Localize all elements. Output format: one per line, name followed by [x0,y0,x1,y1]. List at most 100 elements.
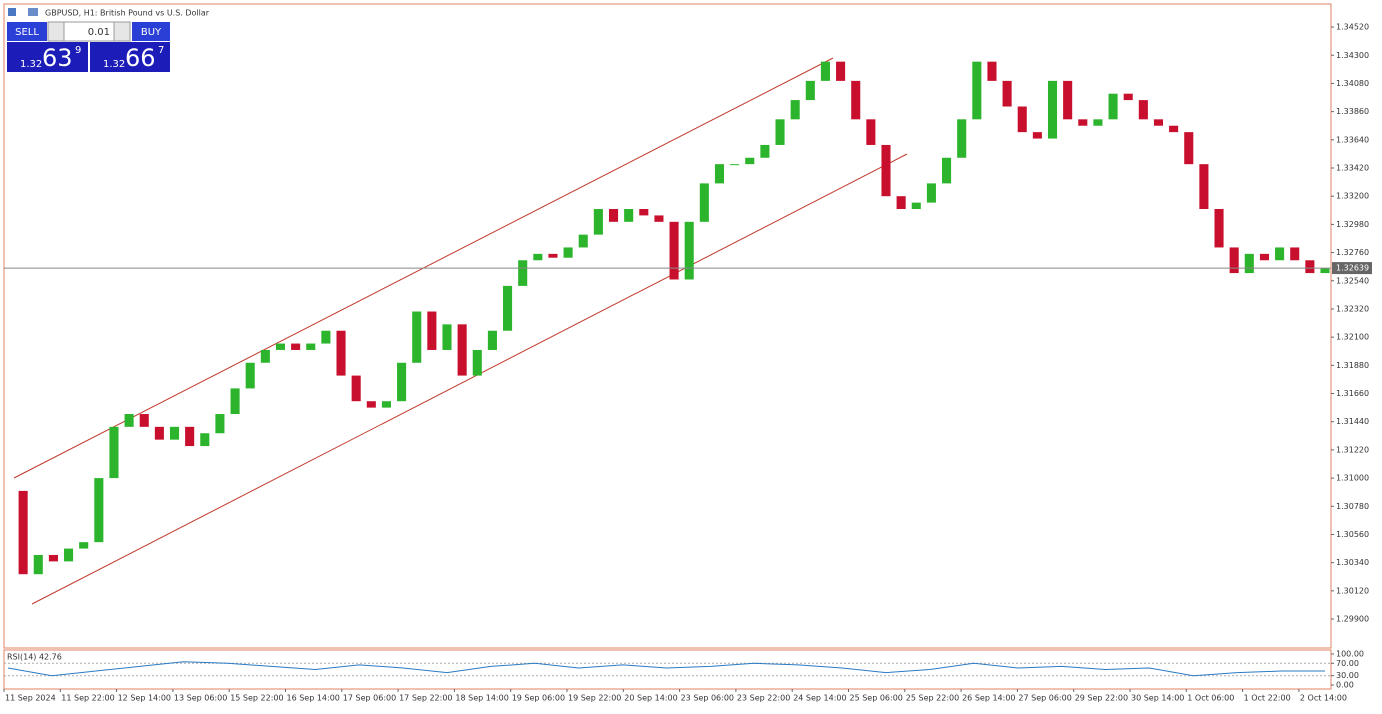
y-tick-label: 30.00 [1336,671,1359,680]
y-tick-label: 1.30340 [1336,558,1369,567]
candle [1244,253,1254,274]
candle [714,164,725,184]
candle [366,401,376,408]
candle [1199,164,1209,210]
y-tick-label: 1.32760 [1336,248,1369,257]
candle [94,478,104,543]
x-tick-label: 15 Sep 22:00 [230,694,283,703]
buy-price-box[interactable] [90,42,170,72]
candle [1047,80,1058,139]
lot-down[interactable] [47,21,65,42]
rsi-line [7,661,1325,677]
candle [790,100,800,120]
buy-label[interactable]: BUY [141,27,162,38]
y-tick-label: 1.33640 [1336,135,1369,144]
y-tick-label: 1.29900 [1336,615,1369,624]
candle [745,157,755,165]
candle [1320,267,1330,274]
candle [624,209,634,222]
candle [1214,209,1224,248]
candle [321,330,331,344]
y-tick-label: 1.34080 [1336,79,1369,88]
candle [230,388,240,415]
x-tick-label: 19 Sep 22:00 [568,694,621,703]
candle [866,119,876,145]
x-tick-label: 27 Sep 06:00 [1018,694,1071,703]
candle [351,375,361,402]
x-tick-label: 1 Oct 22:00 [1244,694,1291,703]
candle [730,164,740,166]
candle [275,343,286,350]
candle [1108,93,1118,120]
candle [669,221,679,280]
candle [33,554,43,575]
chart-title: GBPUSD, H1: British Pound vs U.S. Dollar [45,9,210,18]
channel-lower [31,153,908,605]
candle [1123,93,1133,101]
y-tick-label: 0.00 [1336,681,1354,690]
y-tick-label: 1.32540 [1336,276,1369,285]
y-tick-label: 1.33420 [1336,164,1369,173]
candle [472,349,482,376]
candle [911,202,921,210]
lot-value[interactable]: 0.01 [88,27,110,38]
x-tick-label: 23 Sep 06:00 [681,694,734,703]
y-tick-label: 1.32100 [1336,333,1369,342]
lot-up[interactable] [113,21,131,42]
y-tick-label: 1.33860 [1336,107,1369,116]
candle [336,330,346,376]
candle [291,343,301,350]
candle [805,80,815,101]
x-tick-label: 2 Oct 14:00 [1300,694,1347,703]
buy-pips: 66 [125,44,156,72]
candle [1017,106,1027,133]
candle [109,426,119,479]
x-tick-label: 17 Sep 06:00 [343,694,396,703]
candle [1305,260,1315,274]
candle [18,490,28,575]
y-tick-label: 1.31000 [1336,474,1369,483]
candle [169,426,180,440]
x-tick-label: 29 Sep 22:00 [1075,694,1128,703]
candle [518,260,528,286]
candle [1229,247,1239,274]
main-pane [3,3,1332,649]
sell-pips: 63 [42,44,73,72]
candle [775,119,785,145]
candle [533,253,543,261]
candle [215,414,225,434]
candle [896,196,906,210]
x-tick-label: 19 Sep 06:00 [512,694,565,703]
y-tick-label: 1.32980 [1336,220,1369,229]
rsi-title: RSI(14) 42.76 [7,653,62,662]
y-tick-label: 1.31220 [1336,445,1369,454]
candle [260,349,270,363]
sell-price-box[interactable] [7,42,88,72]
candle [987,61,997,81]
candle [200,433,210,447]
sell-button[interactable] [7,22,47,41]
candle [548,253,558,258]
y-tick-label: 1.30780 [1336,502,1369,511]
candle [1184,132,1194,165]
y-tick-label: 1.30120 [1336,586,1369,595]
x-tick-label: 11 Sep 22:00 [61,694,114,703]
x-tick-label: 25 Sep 06:00 [850,694,903,703]
candle [608,209,619,222]
sell-label[interactable]: SELL [15,27,39,38]
sell-big: 1.32 [20,59,42,70]
buy-point: 7 [158,45,164,56]
candle [381,401,391,408]
buy-button[interactable] [132,22,170,41]
candle [397,362,407,402]
x-tick-label: 16 Sep 14:00 [287,694,340,703]
x-tick-label: 1 Oct 06:00 [1187,694,1234,703]
candle [881,144,891,197]
candle [654,215,664,222]
y-tick-label: 1.30560 [1336,530,1369,539]
candle [154,426,164,440]
candle [1093,119,1103,126]
candle [64,548,74,562]
x-tick-label: 25 Sep 22:00 [906,694,959,703]
